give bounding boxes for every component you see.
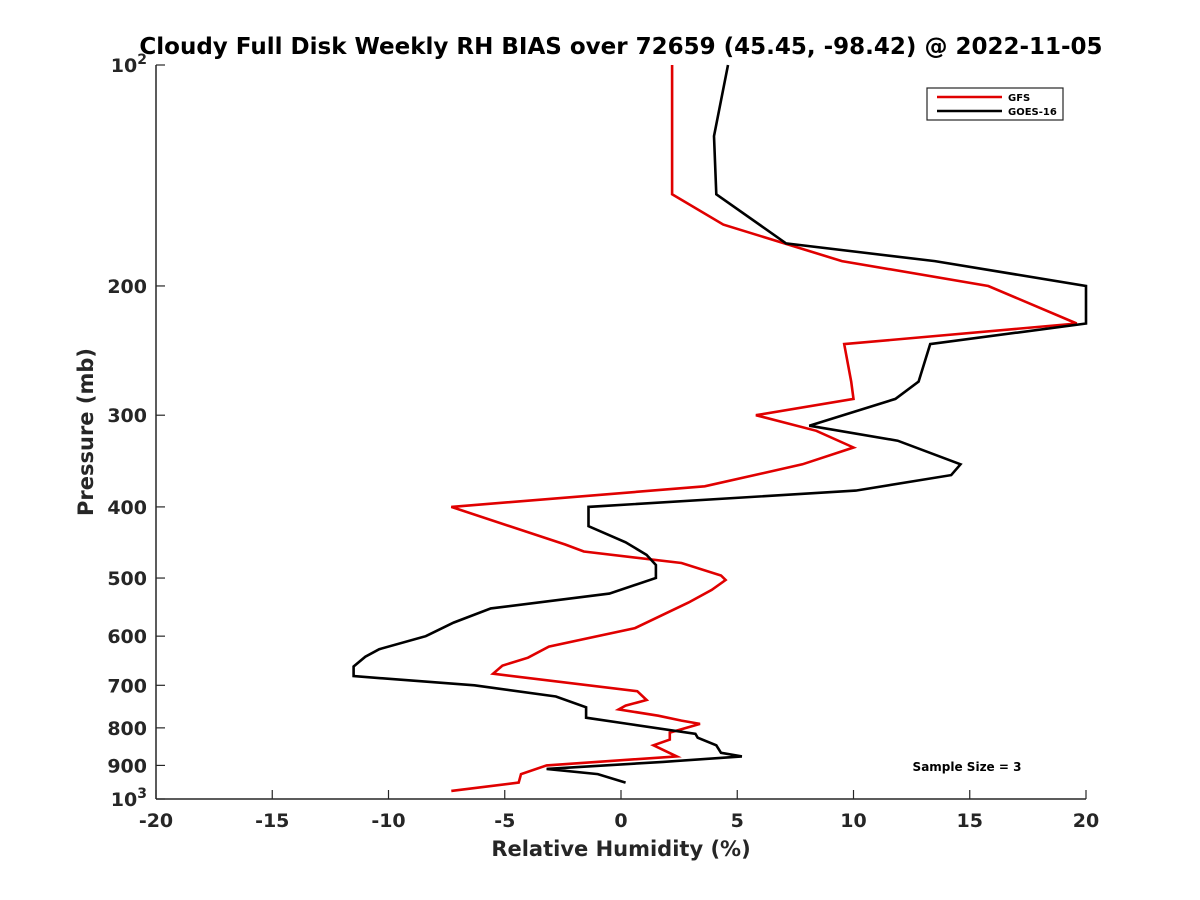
y-axis-label: Pressure (mb) (74, 348, 98, 516)
x-tick-label: 15 (957, 810, 983, 832)
legend: GFS GOES-16 (926, 87, 1064, 121)
x-tick-label: -20 (139, 810, 173, 832)
y-tick-label: 103 (111, 786, 147, 811)
y-tick-label: 300 (107, 405, 147, 427)
y-tick-label: 700 (107, 675, 147, 697)
y-tick-label: 600 (107, 626, 147, 648)
series-layer (352, 64, 1088, 793)
y-tick-label: 400 (107, 497, 147, 519)
y-tick-label: 102 (111, 52, 147, 77)
x-axis-label: Relative Humidity (%) (491, 837, 750, 861)
legend-box (926, 87, 1064, 121)
x-tick-label: 5 (731, 810, 744, 832)
series-gfs-line (450, 65, 1078, 793)
x-tick-label: -10 (371, 810, 405, 832)
y-axis-ticks: 102 200 300 400 500 600 700 800 900 103 (107, 52, 165, 811)
x-tick-label: -15 (255, 810, 289, 832)
legend-label-gfs: GFS (1008, 93, 1030, 104)
x-axis-ticks: -20 -15 -10 -5 0 5 10 15 20 (139, 790, 1099, 832)
legend-label-goes16: GOES-16 (1008, 107, 1057, 118)
chart-title: Cloudy Full Disk Weekly RH BIAS over 726… (139, 34, 1102, 60)
y-tick-label: 800 (107, 718, 147, 740)
x-tick-label: 20 (1073, 810, 1099, 832)
x-tick-label: 10 (840, 810, 866, 832)
sample-size-annotation: Sample Size = 3 (913, 760, 1022, 774)
series-goes16-line (352, 64, 1088, 784)
y-tick-label: 900 (107, 755, 147, 777)
y-tick-label: 500 (107, 568, 147, 590)
x-tick-label: -5 (494, 810, 515, 832)
x-tick-label: 0 (614, 810, 627, 832)
y-tick-label: 200 (107, 276, 147, 298)
